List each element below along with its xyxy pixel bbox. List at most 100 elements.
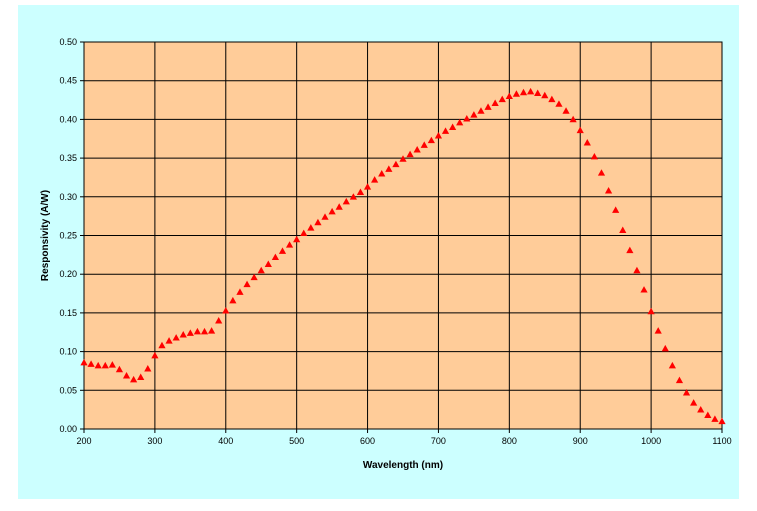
data-point <box>293 235 301 243</box>
data-point <box>505 92 513 100</box>
data-point <box>640 286 648 293</box>
y-axis-ticks: 0.00 0.05 0.10 0.15 0.20 0.25 0.30 0.35 0.40 0.45… <box>59 37 84 434</box>
data-point <box>519 88 528 96</box>
data-point <box>101 361 109 369</box>
data-point <box>356 188 365 196</box>
data-point <box>569 115 577 123</box>
data-point <box>399 155 407 162</box>
data-point <box>604 187 613 194</box>
data-point <box>463 115 471 122</box>
y-tick-label: 0.00 <box>59 424 77 434</box>
data-point <box>137 373 145 381</box>
data-point <box>264 260 272 268</box>
data-point <box>378 169 386 177</box>
data-point <box>222 306 230 314</box>
data-point <box>682 389 691 396</box>
x-tick-label: 700 <box>431 436 446 446</box>
data-series <box>80 87 726 425</box>
x-tick-label: 500 <box>289 436 304 446</box>
data-point <box>541 91 549 99</box>
data-point <box>144 365 152 372</box>
x-tick-label: 200 <box>76 436 91 446</box>
data-point <box>534 89 542 96</box>
y-tick-label: 0.25 <box>59 231 77 241</box>
data-point <box>385 165 393 172</box>
data-point <box>434 132 443 139</box>
data-point <box>363 183 372 190</box>
data-point <box>314 218 322 226</box>
data-point <box>690 399 698 406</box>
data-point <box>597 169 606 176</box>
data-point <box>278 247 287 254</box>
x-tick-label: 800 <box>502 436 517 446</box>
data-point <box>94 361 102 369</box>
data-point <box>406 150 414 158</box>
y-tick-label: 0.40 <box>59 114 77 124</box>
data-point <box>576 126 584 134</box>
data-point <box>200 327 209 335</box>
data-point <box>349 193 357 200</box>
data-point <box>470 111 478 118</box>
data-point <box>477 107 485 114</box>
data-point <box>371 176 379 183</box>
y-tick-label: 0.50 <box>59 37 77 47</box>
x-tick-label: 600 <box>360 436 375 446</box>
data-point <box>335 203 343 210</box>
data-point <box>179 330 187 338</box>
data-point <box>130 375 138 383</box>
data-point <box>527 87 535 95</box>
x-tick-label: 900 <box>573 436 588 446</box>
data-point <box>300 229 308 237</box>
data-point <box>158 341 166 349</box>
data-point <box>413 145 421 153</box>
data-point <box>590 152 598 160</box>
data-point <box>449 123 457 131</box>
data-point <box>675 376 684 384</box>
data-point <box>654 327 662 334</box>
data-point <box>328 207 336 215</box>
data-point <box>491 99 499 107</box>
data-point <box>250 273 258 281</box>
data-point <box>711 415 719 422</box>
data-point <box>108 361 116 368</box>
data-point <box>307 224 315 231</box>
data-point <box>229 296 237 304</box>
data-point <box>668 361 676 369</box>
y-axis-title: Responsivity (A/W) <box>40 190 51 281</box>
data-point <box>243 280 251 288</box>
data-point <box>548 95 556 103</box>
data-point <box>718 417 726 425</box>
data-point <box>456 118 464 126</box>
data-point <box>626 246 634 254</box>
data-point <box>122 371 131 379</box>
data-point <box>562 107 570 114</box>
data-point <box>661 344 669 352</box>
data-point <box>80 358 88 366</box>
data-point <box>647 307 655 315</box>
data-point <box>420 141 428 148</box>
y-tick-label: 0.20 <box>59 269 77 279</box>
data-point <box>697 406 705 413</box>
data-point <box>257 266 265 274</box>
data-point <box>619 226 627 233</box>
data-point <box>392 160 400 168</box>
x-tick-label: 1000 <box>641 436 661 446</box>
data-point <box>115 365 124 373</box>
y-tick-label: 0.30 <box>59 192 77 202</box>
data-point <box>193 327 202 335</box>
data-point <box>512 90 521 97</box>
y-tick-label: 0.45 <box>59 76 77 86</box>
data-point <box>215 317 223 324</box>
y-tick-label: 0.15 <box>59 308 77 318</box>
y-tick-label: 0.10 <box>59 347 77 357</box>
data-point <box>186 329 194 336</box>
x-axis-ticks: 200 300 400 500 600 700 800 900 1000 1100 <box>76 429 732 446</box>
data-point <box>612 206 620 213</box>
data-point <box>151 351 159 359</box>
data-point <box>208 327 216 334</box>
x-tick-label: 400 <box>218 436 233 446</box>
data-point <box>271 253 279 261</box>
data-point <box>172 334 180 341</box>
data-point <box>236 288 244 295</box>
